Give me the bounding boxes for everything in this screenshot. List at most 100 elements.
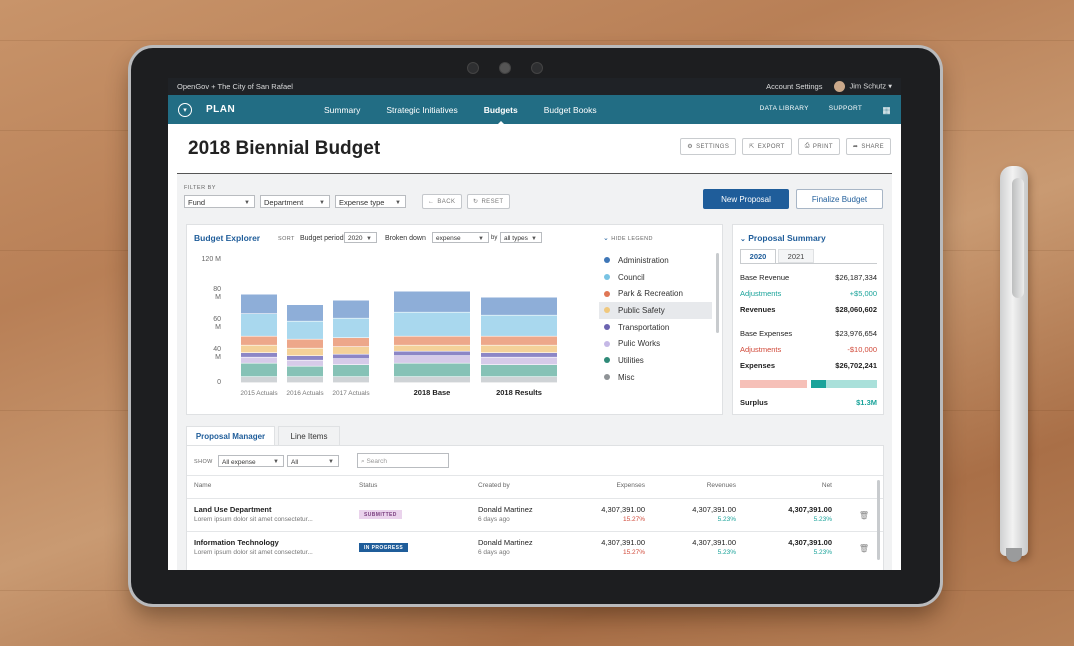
legend-item[interactable]: Misc xyxy=(599,369,712,386)
column-header-created-by[interactable]: Created by xyxy=(478,482,510,489)
column-header-expenses[interactable]: Expenses xyxy=(616,482,645,489)
bar-segment[interactable] xyxy=(394,345,470,351)
hide-legend-toggle[interactable]: ⌄ HIDE LEGEND xyxy=(603,234,653,242)
column-header-status[interactable]: Status xyxy=(359,482,378,489)
net-value: 4,307,391.00 5.23% xyxy=(788,505,832,523)
legend-item[interactable]: Transportation xyxy=(599,319,712,336)
user-menu[interactable]: Jim Schutz ▾ xyxy=(834,81,892,92)
bar-segment[interactable] xyxy=(241,353,277,357)
settings-button[interactable]: ⚙ SETTINGS xyxy=(680,138,737,155)
legend-item[interactable]: Council xyxy=(599,269,712,286)
column-header-revenues[interactable]: Revenues xyxy=(706,482,736,489)
support-link[interactable]: SUPPORT xyxy=(828,105,863,112)
bar-segment[interactable] xyxy=(287,360,323,366)
bar-segment[interactable] xyxy=(287,339,323,348)
bar-segment[interactable] xyxy=(394,377,470,383)
bar-segment[interactable] xyxy=(481,345,557,353)
finalize-budget-button[interactable]: Finalize Budget xyxy=(796,189,883,209)
bar-segment[interactable] xyxy=(394,363,470,377)
bar-segment[interactable] xyxy=(241,294,277,314)
budget-period-select[interactable]: 2020 ▼ xyxy=(344,232,377,243)
bar-segment[interactable] xyxy=(333,347,369,354)
department-select[interactable]: Department ▼ xyxy=(260,195,330,208)
product-name[interactable]: PLAN xyxy=(206,104,236,115)
fund-select[interactable]: Fund ▼ xyxy=(184,195,255,208)
bar-segment[interactable] xyxy=(241,336,277,345)
bar-segment[interactable] xyxy=(287,377,323,383)
table-row[interactable]: Land Use Department Lorem ipsum dolor sit… xyxy=(187,498,883,532)
bar-segment[interactable] xyxy=(333,365,369,377)
x-tick-label: 2016 Actuals xyxy=(286,390,324,397)
bar-segment[interactable] xyxy=(333,354,369,359)
bar-segment[interactable] xyxy=(333,300,369,318)
bar-segment[interactable] xyxy=(481,297,557,315)
table-scrollbar[interactable] xyxy=(877,480,880,560)
bar-segment[interactable] xyxy=(287,348,323,356)
bar-segment[interactable] xyxy=(333,377,369,383)
bar-segment[interactable] xyxy=(394,291,470,312)
legend-scrollbar[interactable] xyxy=(716,253,719,333)
nav-link-budgets[interactable]: Budgets xyxy=(483,105,518,125)
page-header: 2018 Biennial Budget ⚙ SETTINGS ⇱ EXPORT ⎙… xyxy=(177,124,892,174)
types-select[interactable]: all types ▼ xyxy=(500,232,542,243)
bar-segment[interactable] xyxy=(333,338,369,347)
data-library-link[interactable]: DATA LIBRARY xyxy=(759,105,809,112)
new-proposal-button[interactable]: New Proposal xyxy=(703,189,789,209)
org-breadcrumb[interactable]: OpenGov + The City of San Rafael xyxy=(177,82,293,91)
bar-segment[interactable] xyxy=(394,336,470,345)
export-button[interactable]: ⇱ EXPORT xyxy=(742,138,792,155)
bar-segment[interactable] xyxy=(333,318,369,338)
legend-item[interactable]: Administration xyxy=(599,252,712,269)
bar-segment[interactable] xyxy=(241,377,277,383)
opengov-logo-icon[interactable]: ▾ xyxy=(178,102,192,117)
legend-item[interactable]: Utilities xyxy=(599,352,712,369)
print-button[interactable]: ⎙ PRINT xyxy=(797,138,840,155)
expense-type-select[interactable]: Expense type ▼ xyxy=(335,195,406,208)
year-tab-2020[interactable]: 2020 xyxy=(740,249,776,263)
search-input[interactable]: ⌕ Search xyxy=(357,453,449,468)
proposal-manager-section: Proposal Manager Line Items SHOW All exp… xyxy=(186,426,884,570)
bar-segment[interactable] xyxy=(481,357,557,365)
bar-segment[interactable] xyxy=(481,377,557,383)
tab-line-items[interactable]: Line Items xyxy=(278,426,340,445)
bar-segment[interactable] xyxy=(394,356,470,363)
broken-down-select[interactable]: expense ▼ xyxy=(432,232,489,243)
bar-segment[interactable] xyxy=(481,336,557,345)
year-tab-2021[interactable]: 2021 xyxy=(778,249,814,263)
tab-proposal-manager[interactable]: Proposal Manager xyxy=(186,426,275,445)
table-row[interactable]: Information Technology Lorem ipsum dolor … xyxy=(187,531,883,565)
bar-segment[interactable] xyxy=(394,312,470,336)
summary-title-text: Proposal Summary xyxy=(748,233,826,243)
bar-segment[interactable] xyxy=(394,351,470,356)
nav-link-strategic-initiatives[interactable]: Strategic Initiatives xyxy=(386,105,458,115)
bar-segment[interactable] xyxy=(481,353,557,357)
column-header-net[interactable]: Net xyxy=(821,482,832,489)
legend-item[interactable]: Public Safety xyxy=(599,302,712,319)
trash-icon[interactable]: 🗑 xyxy=(858,511,869,520)
reset-button[interactable]: ↻ RESET xyxy=(467,194,510,209)
bar-segment[interactable] xyxy=(287,321,323,339)
back-button[interactable]: ← BACK xyxy=(422,194,462,209)
legend-item[interactable]: Pulic Works xyxy=(599,335,712,352)
trash-icon[interactable]: 🗑 xyxy=(858,544,869,553)
share-button[interactable]: ➦ SHARE xyxy=(845,138,891,155)
bar-segment[interactable] xyxy=(241,314,277,336)
summary-label: Base Revenue xyxy=(740,273,790,282)
bar-segment[interactable] xyxy=(287,305,323,321)
bar-segment[interactable] xyxy=(481,365,557,377)
nav-link-summary[interactable]: Summary xyxy=(324,105,361,115)
all-select[interactable]: All ▼ xyxy=(287,455,339,467)
bar-segment[interactable] xyxy=(287,366,323,377)
legend-item[interactable]: Park & Recreation xyxy=(599,285,712,302)
nav-link-budget-books[interactable]: Budget Books xyxy=(543,105,597,115)
show-expense-select[interactable]: All expense ▼ xyxy=(218,455,284,467)
account-settings-link[interactable]: Account Settings xyxy=(766,82,823,91)
bar-segment[interactable] xyxy=(241,345,277,353)
bar-segment[interactable] xyxy=(241,363,277,377)
bar-segment[interactable] xyxy=(287,356,323,360)
bar-segment[interactable] xyxy=(241,357,277,363)
bar-segment[interactable] xyxy=(481,315,557,336)
column-header-name[interactable]: Name xyxy=(194,482,212,489)
bar-segment[interactable] xyxy=(333,359,369,365)
app-grid-icon[interactable]: ▦ xyxy=(882,105,891,115)
